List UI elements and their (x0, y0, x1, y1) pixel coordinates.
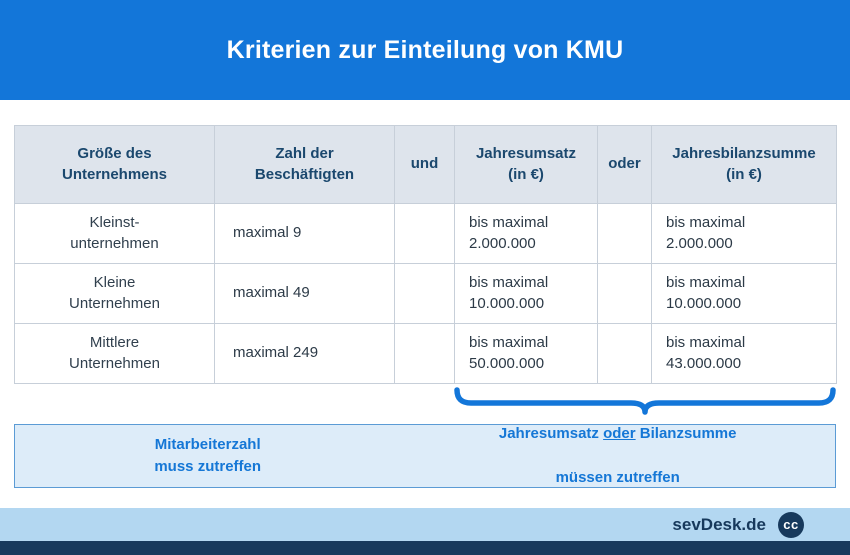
cell-size: Kleine Unternehmen (14, 263, 215, 324)
column-header-employees: Zahl der Beschäftigten (214, 125, 395, 204)
table-row: Kleine Unternehmen maximal 49 bis maxima… (14, 263, 837, 324)
table-row: Mittlere Unternehmen maximal 249 bis max… (14, 323, 837, 384)
column-header-und: und (394, 125, 455, 204)
creative-commons-icon: cc (778, 511, 804, 538)
cell-employees: maximal 249 (214, 323, 395, 384)
cell-und-empty (394, 263, 455, 324)
legend-text-oder: oder (603, 425, 636, 443)
column-header-size: Größe des Unternehmens (14, 125, 215, 204)
cell-size: Mittlere Unternehmen (14, 323, 215, 384)
cell-turnover: bis maximal 2.000.000 (454, 203, 598, 264)
legend-financial-text: Jahresumsatz oder Bilanzsumme müssen zut… (400, 402, 835, 511)
footer-bar: sevDesk.de cc (0, 508, 850, 541)
cell-oder-empty (597, 263, 652, 324)
cell-oder-empty (597, 203, 652, 264)
column-header-oder: oder (597, 125, 652, 204)
header-row: Größe des Unternehmens Zahl der Beschäft… (14, 125, 837, 204)
legend-financial-line1: Jahresumsatz oder Bilanzsumme (400, 423, 835, 445)
legend-text-part2: Bilanzsumme (635, 425, 737, 443)
column-header-balance: Jahresbilanzsumme (in €) (651, 125, 837, 204)
page-title: Kriterien zur Einteilung von KMU (226, 35, 624, 64)
footer-site-label: sevDesk.de (672, 514, 766, 534)
legend-text-part1: Jahresumsatz (498, 425, 604, 443)
cell-und-empty (394, 323, 455, 384)
table-row: Kleinst- unternehmen maximal 9 bis maxim… (14, 203, 837, 264)
cell-balance: bis maximal 43.000.000 (651, 323, 837, 384)
cell-oder-empty (597, 323, 652, 384)
cell-turnover: bis maximal 50.000.000 (454, 323, 598, 384)
cell-turnover: bis maximal 10.000.000 (454, 263, 598, 324)
cell-employees: maximal 49 (214, 263, 395, 324)
cell-balance: bis maximal 10.000.000 (651, 263, 837, 324)
cell-und-empty (394, 203, 455, 264)
criteria-table: Größe des Unternehmens Zahl der Beschäft… (14, 125, 837, 384)
column-header-turnover: Jahresumsatz (in €) (454, 125, 598, 204)
cell-balance: bis maximal 2.000.000 (651, 203, 837, 264)
legend-box: Mitarbeiterzahl muss zutreffen Jahresums… (14, 424, 836, 488)
legend-financial-line2: müssen zutreffen (555, 468, 680, 486)
cell-employees: maximal 9 (214, 203, 395, 264)
legend-employees-text: Mitarbeiterzahl muss zutreffen (154, 436, 262, 475)
curly-brace (454, 387, 836, 415)
title-banner: Kriterien zur Einteilung von KMU (0, 0, 850, 100)
cell-size: Kleinst- unternehmen (14, 203, 215, 264)
bottom-strip (0, 541, 850, 555)
